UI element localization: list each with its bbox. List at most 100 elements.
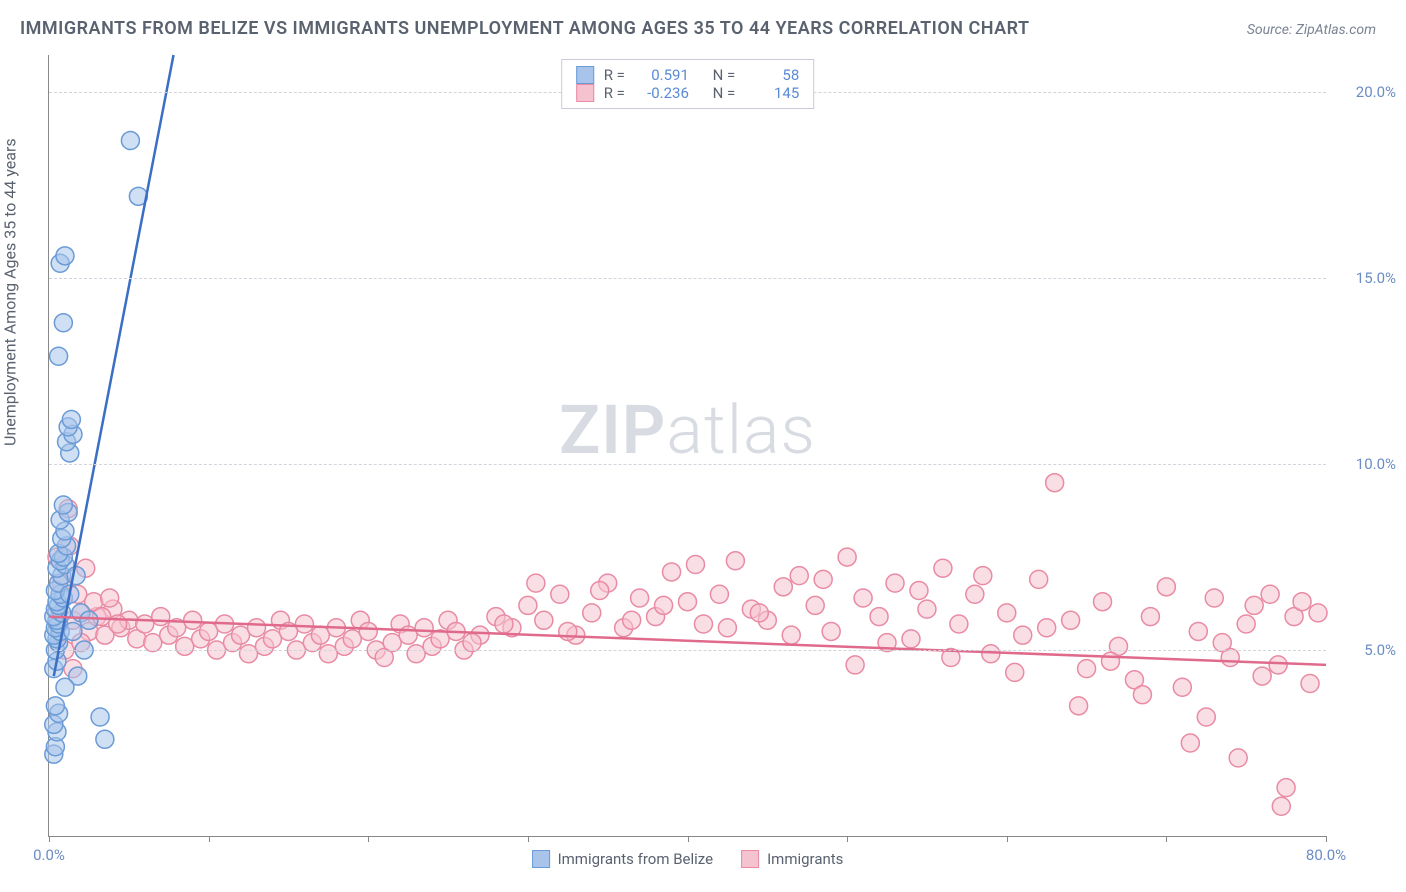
x-tick-mark [688,836,689,842]
trend-line [54,55,174,676]
x-tick-mark [49,836,50,842]
chart-plot-area: ZIPatlas R = 0.591 N = 58 R = -0.236 N =… [48,55,1326,837]
scatter-point [1229,749,1247,767]
scatter-point [1038,619,1056,637]
r-value-belize: 0.591 [635,66,689,84]
scatter-point [974,567,992,585]
scatter-point [838,548,856,566]
scatter-point [686,556,704,574]
scatter-point [1253,667,1271,685]
stats-legend: R = 0.591 N = 58 R = -0.236 N = 145 [561,59,815,109]
scatter-point [1070,697,1088,715]
scatter-point [1006,663,1024,681]
scatter-point [80,611,98,629]
r-label: R = [604,84,625,102]
scatter-point [46,697,64,715]
scatter-point [101,589,119,607]
scatter-point [1309,604,1327,622]
legend-label-belize: Immigrants from Belize [558,850,714,868]
scatter-point [1301,675,1319,693]
scatter-point [998,604,1016,622]
scatter-point [415,619,433,637]
scatter-point [463,634,481,652]
scatter-point [519,596,537,614]
scatter-point [535,611,553,629]
scatter-point [591,582,609,600]
scatter-point [982,645,1000,663]
n-value-immigrants: 145 [745,84,799,102]
legend-swatch-immigrants [741,850,759,868]
x-tick-mark [847,836,848,842]
scatter-point [1173,678,1191,696]
scatter-point [62,410,80,428]
scatter-point [1014,626,1032,644]
scatter-point [559,622,577,640]
chart-title: IMMIGRANTS FROM BELIZE VS IMMIGRANTS UNE… [20,18,1030,39]
scatter-point [152,608,170,626]
scatter-point [56,247,74,265]
scatter-point [495,615,513,633]
scatter-svg [49,55,1326,836]
scatter-point [790,567,808,585]
scatter-point [56,678,74,696]
scatter-point [1197,708,1215,726]
scatter-point [551,585,569,603]
scatter-point [1094,593,1112,611]
scatter-point [583,604,601,622]
scatter-point [1078,660,1096,678]
x-tick-mark [528,836,529,842]
x-tick-label: 80.0% [1306,846,1346,864]
scatter-point [918,600,936,618]
scatter-point [359,622,377,640]
legend-item-belize: Immigrants from Belize [532,850,714,868]
scatter-point [54,314,72,332]
gridline [49,278,1326,279]
scatter-point [1293,593,1311,611]
scatter-point [806,596,824,614]
legend-item-immigrants: Immigrants [741,850,843,868]
x-tick-mark [368,836,369,842]
n-label: N = [713,84,736,102]
scatter-point [67,567,85,585]
scatter-point [934,559,952,577]
scatter-point [295,615,313,633]
legend-label-immigrants: Immigrants [767,850,843,868]
r-label: R = [604,66,625,84]
scatter-point [854,589,872,607]
scatter-point [822,622,840,640]
scatter-point [1181,734,1199,752]
scatter-point [910,582,928,600]
scatter-point [1269,656,1287,674]
stats-row-immigrants: R = -0.236 N = 145 [576,84,800,102]
scatter-point [96,730,114,748]
gridline [49,650,1326,651]
y-tick-label: 15.0% [1356,269,1396,287]
scatter-point [527,574,545,592]
y-tick-label: 10.0% [1356,455,1396,473]
y-tick-label: 5.0% [1364,641,1396,659]
y-axis-label: Unemployment Among Ages 35 to 44 years [1,138,20,446]
n-value-belize: 58 [745,66,799,84]
stats-row-belize: R = 0.591 N = 58 [576,66,800,84]
scatter-point [694,615,712,633]
scatter-point [814,570,832,588]
scatter-point [870,608,888,626]
scatter-point [1141,608,1159,626]
legend-swatch-belize [532,850,550,868]
x-tick-mark [1007,836,1008,842]
scatter-point [50,347,68,365]
scatter-point [1277,779,1295,797]
scatter-point [1133,686,1151,704]
scatter-point [846,656,864,674]
source-label: Source: ZipAtlas.com [1247,22,1376,38]
scatter-point [902,630,920,648]
scatter-point [248,619,266,637]
scatter-point [774,578,792,596]
scatter-point [750,604,768,622]
r-value-immigrants: -0.236 [635,84,689,102]
scatter-point [679,593,697,611]
swatch-immigrants [576,84,594,102]
scatter-point [1102,652,1120,670]
scatter-point [623,611,641,629]
scatter-point [718,619,736,637]
